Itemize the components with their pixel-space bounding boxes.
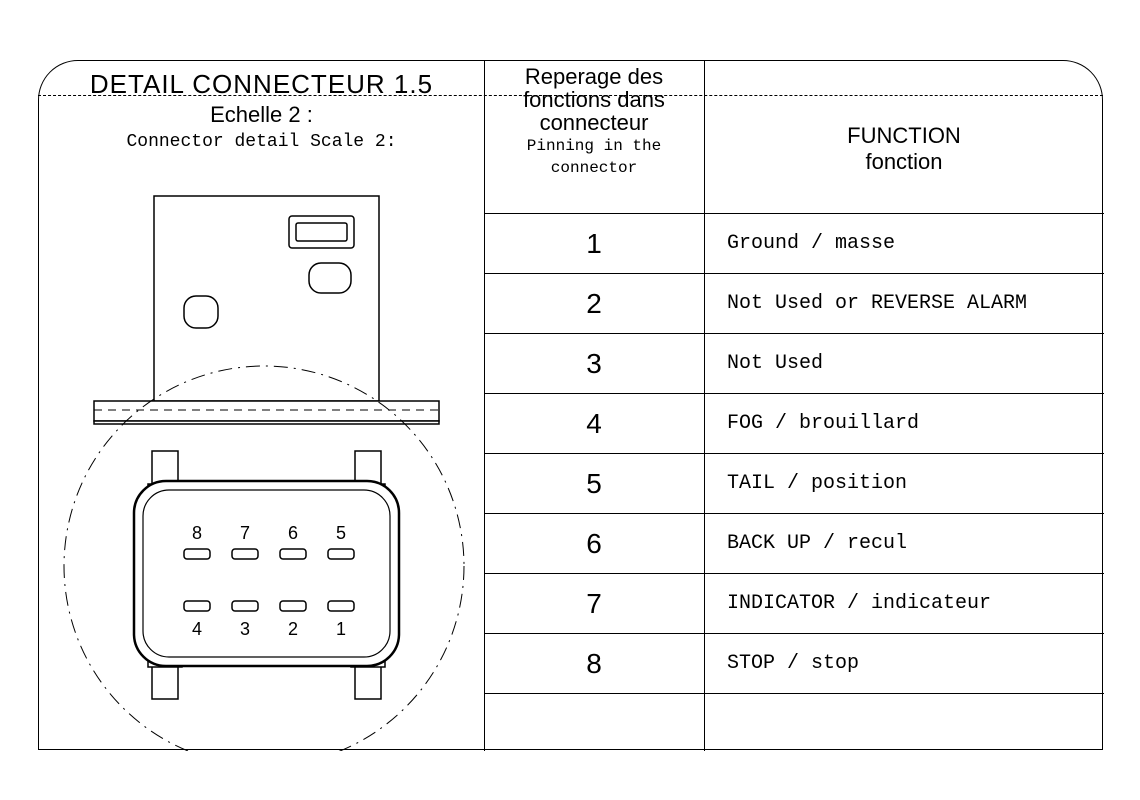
pin-function: FOG / brouillard xyxy=(704,394,1102,453)
col3-label-en: FUNCTION xyxy=(704,123,1104,149)
table-row: 7 INDICATOR / indicateur xyxy=(484,573,1104,633)
pin-label-7: 7 xyxy=(240,523,250,543)
table-row: 1 Ground / masse xyxy=(484,213,1104,273)
subtitle-fr: Echelle 2 : xyxy=(39,102,484,128)
pin-number: 4 xyxy=(484,394,704,453)
table-row: 4 FOG / brouillard xyxy=(484,393,1104,453)
table-row: 2 Not Used or REVERSE ALARM xyxy=(484,273,1104,333)
subtitle-en: Connector detail Scale 2: xyxy=(39,132,484,152)
pin-number: 2 xyxy=(484,274,704,333)
table-row: 5 TAIL / position xyxy=(484,453,1104,513)
pin-label-6: 6 xyxy=(288,523,298,543)
pin-function: TAIL / position xyxy=(704,454,1102,513)
pin-function: Not Used xyxy=(704,334,1102,393)
pin-function: INDICATOR / indicateur xyxy=(704,574,1102,633)
pin-label-8: 8 xyxy=(192,523,202,543)
pin-number: 1 xyxy=(484,214,704,273)
col2-label-en-2: connector xyxy=(484,160,704,178)
table-row-empty xyxy=(484,693,1104,750)
col2-label-fr-1: Reperage des xyxy=(484,65,704,88)
fold-line xyxy=(38,95,1103,96)
col2-label-fr-2: fonctions dans xyxy=(484,88,704,111)
table-row: 8 STOP / stop xyxy=(484,633,1104,693)
col2-label-fr-3: connecteur xyxy=(484,111,704,134)
pin-number: 8 xyxy=(484,634,704,693)
pin-label-4: 4 xyxy=(192,619,202,639)
pin-number-empty xyxy=(484,694,704,750)
col3-header: FUNCTION fonction xyxy=(704,61,1104,213)
pin-table-rows: 1 Ground / masse 2 Not Used or REVERSE A… xyxy=(484,213,1104,750)
col2-header: Reperage des fonctions dans connecteur P… xyxy=(484,61,704,213)
pin-function: STOP / stop xyxy=(704,634,1102,693)
connector-diagram: 8 7 6 5 4 3 2 1 xyxy=(39,191,484,751)
pin-number: 5 xyxy=(484,454,704,513)
pin-label-5: 5 xyxy=(336,523,346,543)
drawing-frame: DETAIL CONNECTEUR 1.5 Echelle 2 : Connec… xyxy=(38,60,1103,750)
col3-label-fr: fonction xyxy=(704,149,1104,175)
pin-label-3: 3 xyxy=(240,619,250,639)
pin-number: 3 xyxy=(484,334,704,393)
table-row: 3 Not Used xyxy=(484,333,1104,393)
pin-function: Not Used or REVERSE ALARM xyxy=(704,274,1102,333)
pin-number: 7 xyxy=(484,574,704,633)
table-row: 6 BACK UP / recul xyxy=(484,513,1104,573)
pin-label-1: 1 xyxy=(336,619,346,639)
pin-function: Ground / masse xyxy=(704,214,1102,273)
pin-function-empty xyxy=(704,694,1102,750)
left-panel: DETAIL CONNECTEUR 1.5 Echelle 2 : Connec… xyxy=(39,61,484,751)
pin-number: 6 xyxy=(484,514,704,573)
pin-label-2: 2 xyxy=(288,619,298,639)
pin-function: BACK UP / recul xyxy=(704,514,1102,573)
col2-label-en-1: Pinning in the xyxy=(484,138,704,156)
